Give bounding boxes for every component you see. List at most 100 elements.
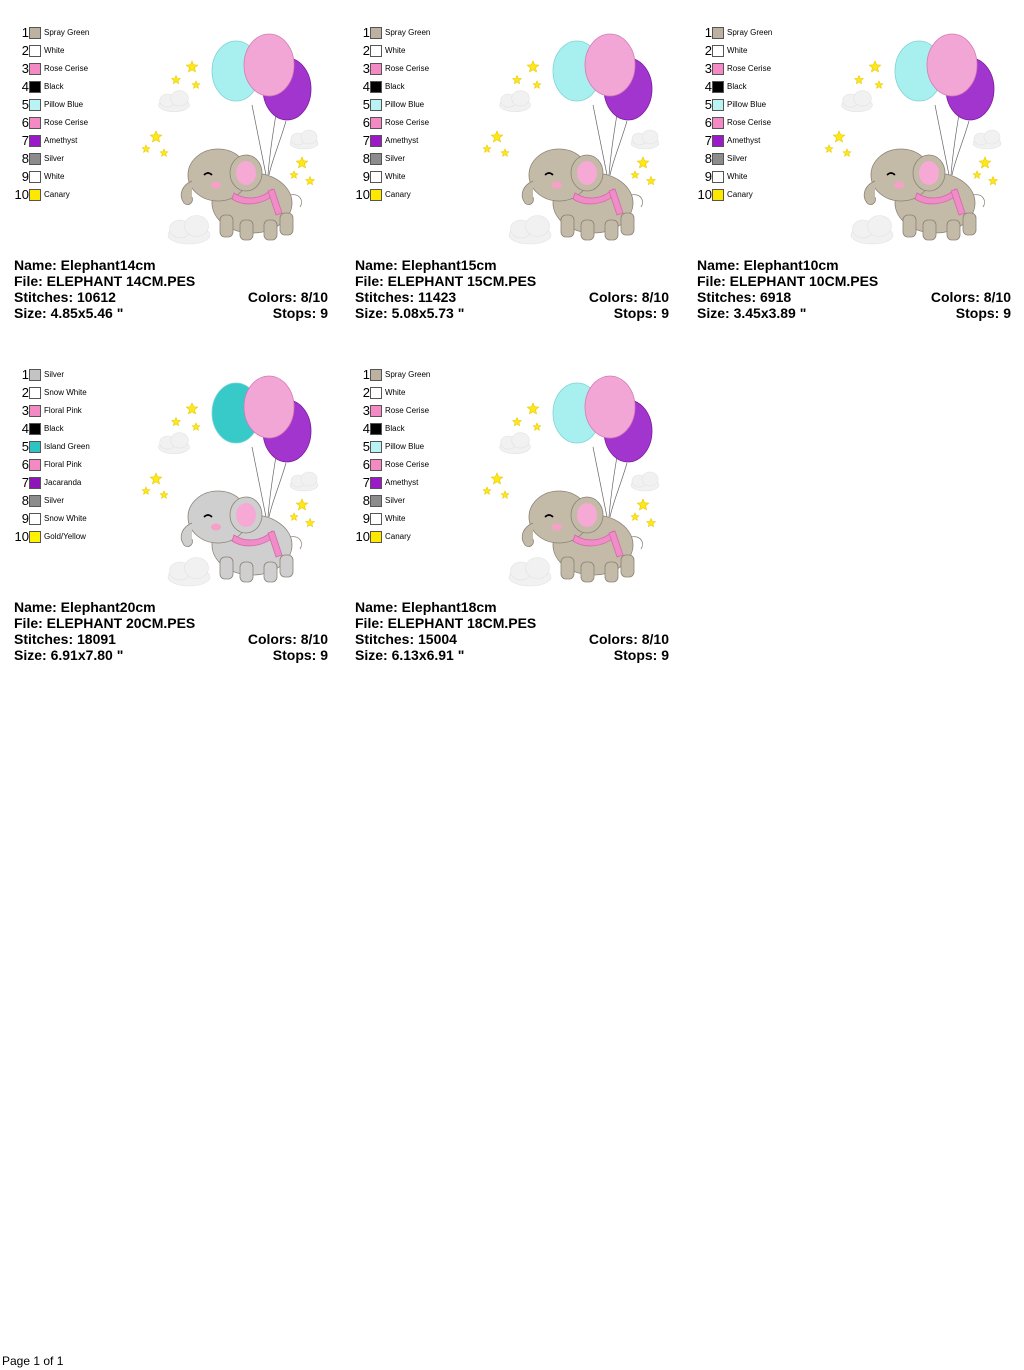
color-number: 4 [362,79,370,94]
color-swatch [370,531,382,543]
star-icon [304,175,316,186]
color-name: Pillow Blue [385,100,425,109]
star-icon [978,156,992,169]
stitch-count: Stitches: 11423 [355,289,457,305]
stop-count: Stops: 9 [613,305,669,321]
thread-color-row: 3 Rose Cerise [355,61,475,79]
design-size: Size: 4.85x5.46 " [14,305,124,321]
thread-color-row: 2 White [355,43,475,61]
thread-color-row: 9 White [697,169,817,187]
color-swatch [370,477,382,489]
color-swatch [29,477,41,489]
color-swatch [712,45,724,57]
color-swatch [712,153,724,165]
star-icon [987,175,999,186]
thread-color-row: 5 Pillow Blue [355,97,475,115]
cloud-icon [158,432,190,454]
color-name: White [727,46,748,55]
color-number: 8 [21,493,29,508]
color-number: 1 [21,367,29,382]
cloud-icon [167,557,211,587]
thread-color-row: 8 Silver [14,151,134,169]
color-number: 1 [704,25,712,40]
thread-color-row: 8 Silver [355,151,475,169]
color-swatch [29,153,41,165]
color-swatch [370,99,382,111]
color-swatch [29,495,41,507]
color-name: Silver [44,154,65,163]
cloud-icon [499,90,531,112]
star-icon [482,144,492,153]
embroidery-preview [141,33,319,245]
stop-count: Stops: 9 [955,305,1011,321]
elephant-icon [521,148,643,241]
star-icon [170,416,182,427]
design-name: Name: Elephant15cm [355,257,497,273]
thread-color-row: 10 Gold/Yellow [14,529,134,547]
stop-count: Stops: 9 [272,647,328,663]
page-footer: Page 1 of 1 [2,1354,64,1368]
color-number: 8 [362,151,370,166]
stitch-count: Stitches: 18091 [14,631,116,647]
color-number: 3 [362,61,370,76]
color-number: 6 [21,457,29,472]
thread-color-row: 1 Spray Green [14,25,134,43]
cloud-icon [508,557,552,587]
design-name: Name: Elephant10cm [697,257,839,273]
design-info: Name: Elephant20cm File: ELEPHANT 20CM.PE… [14,599,328,663]
design-size: Size: 5.08x5.73 " [355,305,465,321]
star-icon [868,60,882,73]
color-swatch [712,189,724,201]
color-swatch [370,423,382,435]
color-swatch [29,441,41,453]
color-number: 2 [362,43,370,58]
color-name: Silver [385,154,406,163]
thread-color-row: 6 Floral Pink [14,457,134,475]
thread-color-row: 10 Canary [355,529,475,547]
color-name: Jacaranda [44,478,82,487]
color-name: White [44,46,65,55]
design-size: Size: 6.13x6.91 " [355,647,465,663]
color-swatch [29,63,41,75]
color-number: 9 [21,511,29,526]
balloon-pink [243,33,295,97]
star-icon [490,472,504,485]
star-icon [630,512,640,521]
thread-color-row: 9 White [355,511,475,529]
color-number: 7 [362,133,370,148]
color-name: Black [385,82,405,91]
color-number: 8 [704,151,712,166]
color-swatch [370,27,382,39]
star-icon [526,60,540,73]
thread-color-row: 1 Silver [14,367,134,385]
design-file: File: ELEPHANT 10CM.PES [697,273,879,289]
color-swatch [712,117,724,129]
color-number: 6 [704,115,712,130]
color-name: Amethyst [727,136,761,145]
thread-color-row: 7 Amethyst [355,133,475,151]
embroidery-preview [141,375,319,587]
color-name: Spray Green [385,28,431,37]
color-number: 2 [362,385,370,400]
color-swatch [712,171,724,183]
design-name: Name: Elephant14cm [14,257,156,273]
color-name: Black [44,424,64,433]
design-info: Name: Elephant18cm File: ELEPHANT 18CM.PE… [355,599,669,663]
design-info: Name: Elephant14cm File: ELEPHANT 14CM.PE… [14,257,328,321]
thread-color-row: 2 White [14,43,134,61]
thread-color-row: 8 Silver [355,493,475,511]
thread-color-row: 10 Canary [355,187,475,205]
color-name: Snow White [44,388,87,397]
design-card: 1 Spray Green 2 White 3 Rose Cerise 4 Black 5 Pil… [355,25,675,345]
color-number: 1 [21,25,29,40]
thread-color-row: 3 Rose Cerise [355,403,475,421]
color-swatch [370,441,382,453]
color-number: 7 [704,133,712,148]
color-swatch [29,405,41,417]
color-name: Snow White [44,514,87,523]
stop-count: Stops: 9 [272,305,328,321]
design-name: Name: Elephant18cm [355,599,497,615]
color-name: White [385,46,406,55]
thread-color-row: 1 Spray Green [355,367,475,385]
color-number: 3 [362,403,370,418]
